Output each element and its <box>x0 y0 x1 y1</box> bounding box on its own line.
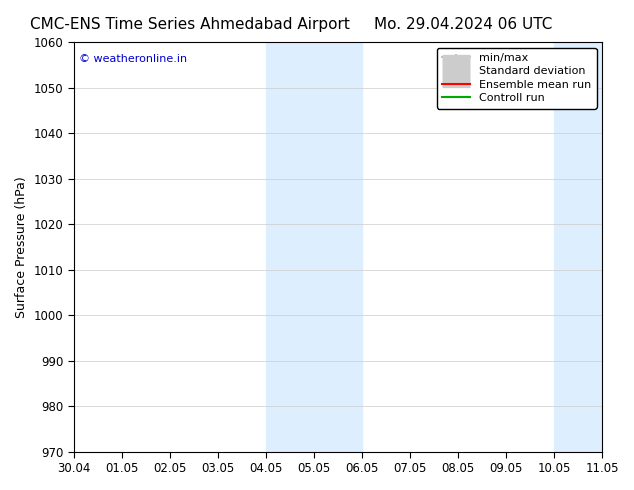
Text: Mo. 29.04.2024 06 UTC: Mo. 29.04.2024 06 UTC <box>373 17 552 32</box>
Bar <box>554 42 602 452</box>
Bar <box>266 42 362 452</box>
Legend: min/max, Standard deviation, Ensemble mean run, Controll run: min/max, Standard deviation, Ensemble me… <box>437 48 597 109</box>
Text: CMC-ENS Time Series Ahmedabad Airport: CMC-ENS Time Series Ahmedabad Airport <box>30 17 350 32</box>
Y-axis label: Surface Pressure (hPa): Surface Pressure (hPa) <box>15 176 28 318</box>
Text: © weatheronline.in: © weatheronline.in <box>79 54 187 64</box>
